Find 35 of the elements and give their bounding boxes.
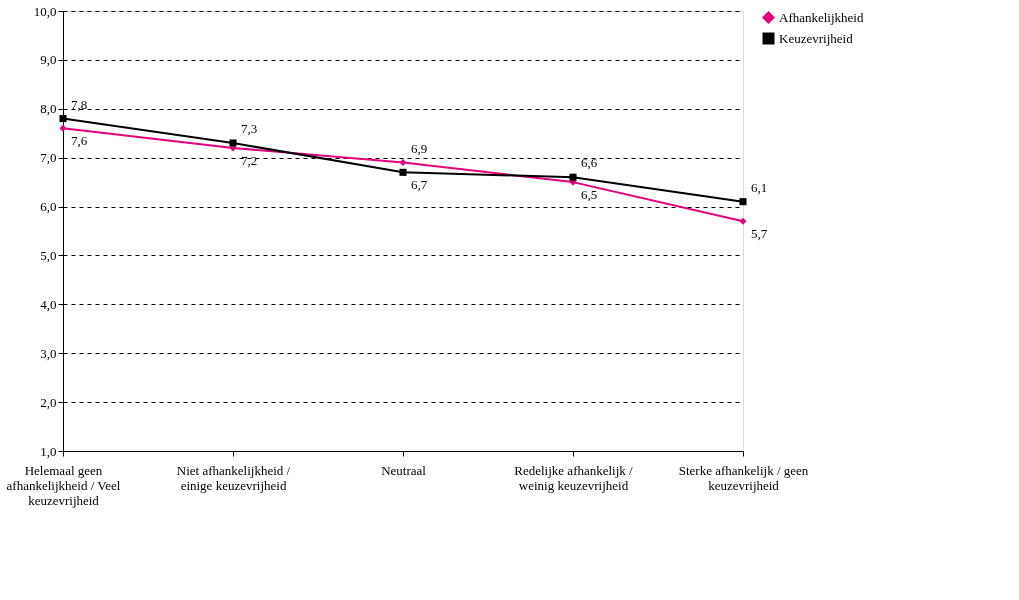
y-tick-label: 8,0	[40, 101, 57, 117]
x-tick-label: Sterke afhankelijk / geen keuzevrijheid	[678, 462, 809, 493]
y-tick-label: 3,0	[40, 345, 57, 361]
data-label: 6,6	[581, 155, 598, 171]
data-label: 6,1	[751, 179, 768, 195]
point	[59, 115, 67, 123]
x-tick-label: Niet afhankelijkheid / einige keuzevrijheid	[176, 462, 291, 493]
point	[399, 168, 407, 176]
data-label: 7,3	[241, 121, 258, 136]
y-tick-label: 10,0	[33, 3, 57, 19]
data-label: 7,6	[71, 133, 88, 149]
y-tick-label: 5,0	[40, 247, 57, 263]
legend-label: Afhankelijkheid	[779, 9, 864, 25]
point	[569, 173, 577, 181]
y-tick-label: 9,0	[40, 52, 57, 68]
data-label: 6,9	[411, 140, 428, 156]
point	[739, 217, 747, 225]
y-tick-label: 2,0	[40, 394, 57, 410]
data-label: 6,7	[411, 177, 428, 193]
x-tick-label: Redelijke afhankelijk / weinig keuzevrijheid	[514, 462, 634, 493]
y-tick-label: 4,0	[40, 296, 57, 312]
point	[229, 139, 237, 147]
y-tick-label: 7,0	[40, 150, 57, 166]
point	[739, 198, 747, 206]
x-tick-label: Neutraal	[381, 462, 427, 478]
point	[59, 124, 67, 132]
y-tick-label: 1,0	[40, 443, 57, 459]
x-tick-label: Helemaal geen afhankelijkheid / Veel keuzevrijheid	[6, 462, 121, 508]
legend-label: Keuzevrijheid	[779, 30, 854, 46]
data-label: 7,8	[71, 96, 88, 112]
point	[399, 159, 407, 167]
data-label: 6,5	[581, 187, 598, 203]
y-tick-label: 6,0	[40, 199, 57, 215]
data-label: 5,7	[751, 226, 768, 242]
data-label: 7,2	[241, 152, 258, 168]
